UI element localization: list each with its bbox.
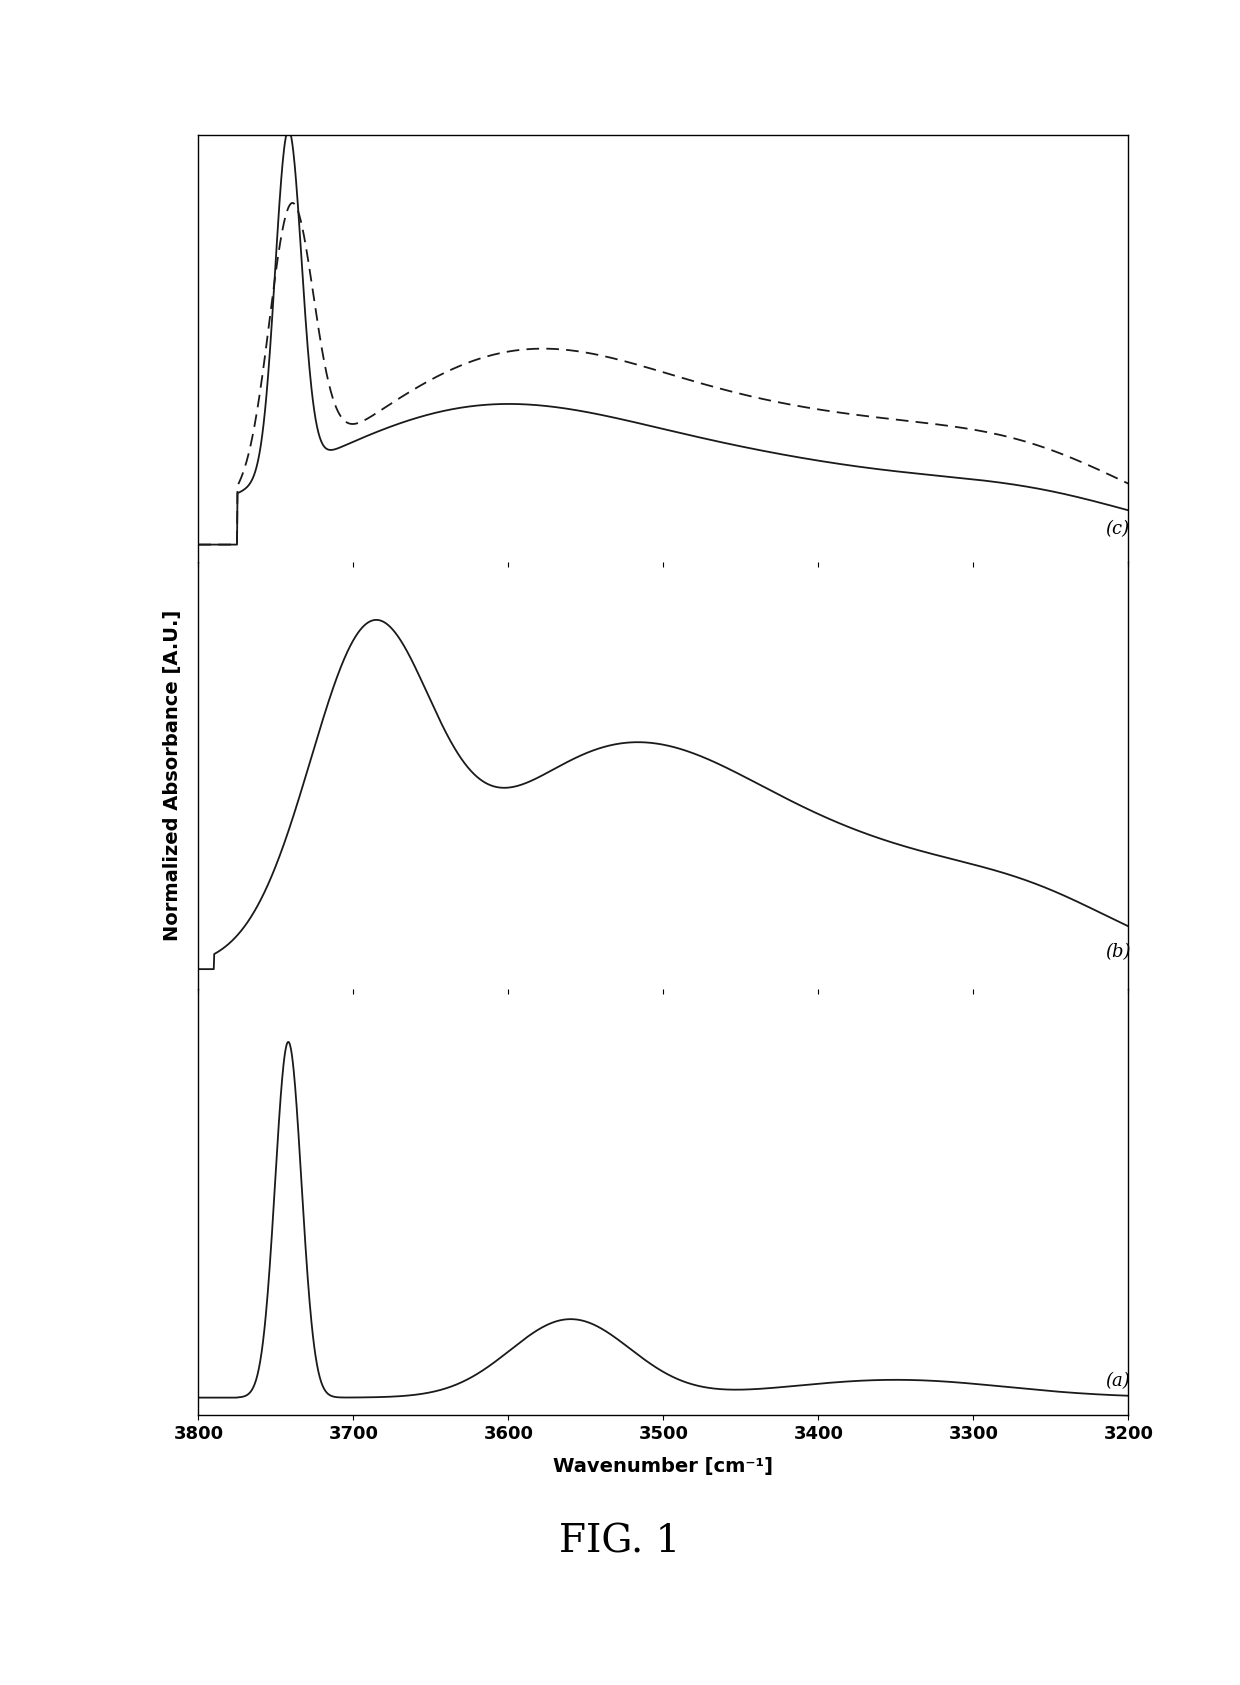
Text: (c): (c) — [1105, 519, 1130, 538]
Text: FIG. 1: FIG. 1 — [559, 1523, 681, 1560]
Y-axis label: Normalized Absorbance [A.U.]: Normalized Absorbance [A.U.] — [162, 610, 182, 940]
X-axis label: Wavenumber [cm⁻¹]: Wavenumber [cm⁻¹] — [553, 1458, 774, 1476]
Text: (b): (b) — [1105, 944, 1131, 962]
Text: (a): (a) — [1105, 1373, 1130, 1390]
